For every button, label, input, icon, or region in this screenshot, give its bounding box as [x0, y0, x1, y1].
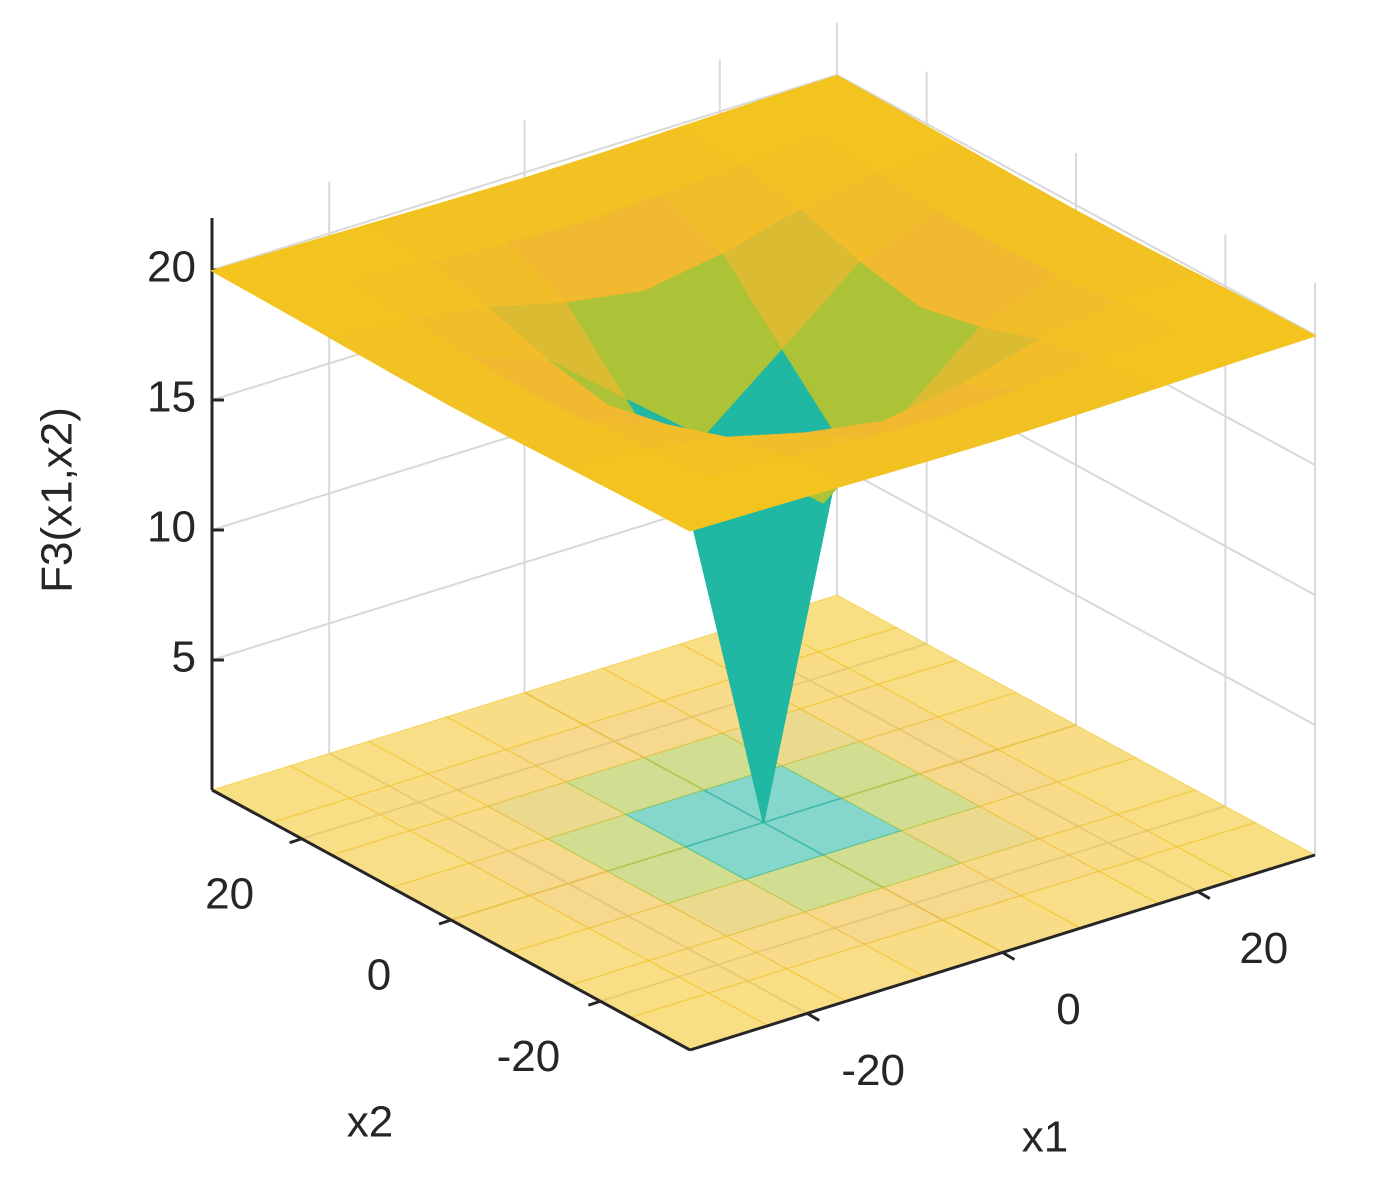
- z-tick-label: 5: [172, 633, 196, 682]
- z-tick-label: 10: [147, 503, 196, 552]
- z-tick-label: 20: [147, 243, 196, 292]
- x1-tick-mark: [1001, 951, 1016, 961]
- x2-tick-mark: [587, 999, 601, 1007]
- z-tick-label: 15: [147, 373, 196, 422]
- x2-tick-label: -20: [497, 1032, 561, 1081]
- x1-axis-label: x1: [1022, 1113, 1068, 1162]
- x2-tick-label: 0: [367, 951, 391, 1000]
- x2-tick-mark: [438, 918, 452, 926]
- x1-tick-label: 0: [1056, 985, 1080, 1034]
- z-axis-label: F3(x1,x2): [33, 407, 82, 593]
- x2-tick-label: 20: [205, 869, 254, 918]
- x2-axis-label: x2: [347, 1098, 393, 1147]
- x1-tick-label: 20: [1239, 924, 1288, 973]
- x1-tick-mark: [1197, 890, 1211, 900]
- x1-tick-label: -20: [841, 1046, 905, 1095]
- x2-tick-mark: [289, 837, 303, 845]
- surface-cell: [628, 476, 771, 532]
- x1-tick-mark: [806, 1012, 820, 1022]
